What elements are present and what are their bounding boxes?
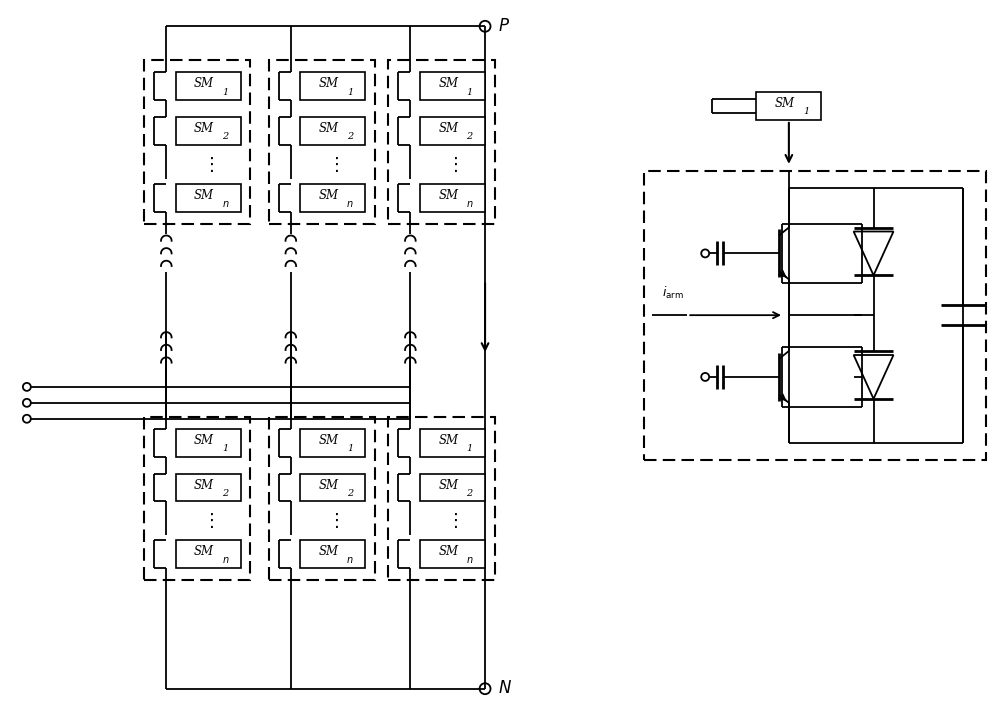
Bar: [420, 72, 485, 100]
Text: SM: SM: [194, 434, 214, 447]
Text: SM: SM: [319, 122, 339, 135]
Bar: [144, 417, 250, 580]
Bar: [420, 429, 485, 457]
Text: SM: SM: [319, 189, 339, 202]
Bar: [420, 473, 485, 501]
Bar: [176, 72, 241, 100]
Text: SM: SM: [438, 77, 458, 90]
Text: SM: SM: [319, 434, 339, 447]
Bar: [644, 171, 986, 460]
Bar: [388, 417, 495, 580]
Text: 2: 2: [222, 489, 229, 498]
Text: 1: 1: [222, 87, 229, 97]
Text: $N$: $N$: [498, 680, 512, 697]
Text: SM: SM: [319, 77, 339, 90]
Text: SM: SM: [194, 478, 214, 491]
Text: $n$: $n$: [466, 556, 473, 566]
Bar: [756, 92, 821, 120]
Text: $i_{\rm arm}$: $i_{\rm arm}$: [662, 285, 684, 301]
Bar: [420, 117, 485, 145]
Text: SM: SM: [319, 546, 339, 558]
Text: 2: 2: [466, 132, 473, 142]
Text: 2: 2: [466, 489, 473, 498]
Text: $n$: $n$: [346, 556, 354, 566]
Text: SM: SM: [194, 77, 214, 90]
Text: $\vdots$: $\vdots$: [327, 511, 339, 531]
Text: SM: SM: [438, 122, 458, 135]
Text: SM: SM: [775, 97, 795, 110]
Text: $\vdots$: $\vdots$: [446, 154, 458, 174]
Text: SM: SM: [319, 478, 339, 491]
Bar: [388, 60, 495, 224]
Text: SM: SM: [194, 546, 214, 558]
Text: 1: 1: [347, 444, 353, 453]
Bar: [176, 541, 241, 568]
Text: 1: 1: [803, 107, 809, 117]
Bar: [176, 473, 241, 501]
Text: SM: SM: [438, 546, 458, 558]
Text: 2: 2: [347, 132, 353, 142]
Bar: [269, 60, 375, 224]
Bar: [144, 60, 250, 224]
Bar: [420, 184, 485, 212]
Text: 1: 1: [222, 444, 229, 453]
Text: 1: 1: [466, 444, 473, 453]
Text: $n$: $n$: [222, 199, 229, 209]
Text: $n$: $n$: [222, 556, 229, 566]
Text: SM: SM: [194, 122, 214, 135]
Bar: [300, 184, 365, 212]
Text: $P$: $P$: [498, 18, 510, 35]
Bar: [300, 117, 365, 145]
Text: $n$: $n$: [346, 199, 354, 209]
Text: $\vdots$: $\vdots$: [327, 154, 339, 174]
Bar: [300, 541, 365, 568]
Text: $n$: $n$: [466, 199, 473, 209]
Text: $\vdots$: $\vdots$: [202, 511, 214, 531]
Bar: [420, 541, 485, 568]
Bar: [176, 184, 241, 212]
Bar: [300, 429, 365, 457]
Text: $\vdots$: $\vdots$: [446, 511, 458, 531]
Bar: [269, 417, 375, 580]
Text: 2: 2: [222, 132, 229, 142]
Text: SM: SM: [438, 434, 458, 447]
Text: 2: 2: [347, 489, 353, 498]
Text: $\vdots$: $\vdots$: [202, 154, 214, 174]
Text: SM: SM: [438, 478, 458, 491]
Bar: [300, 72, 365, 100]
Text: SM: SM: [438, 189, 458, 202]
Text: 1: 1: [466, 87, 473, 97]
Text: SM: SM: [194, 189, 214, 202]
Text: 1: 1: [347, 87, 353, 97]
Bar: [300, 473, 365, 501]
Bar: [176, 117, 241, 145]
Bar: [176, 429, 241, 457]
